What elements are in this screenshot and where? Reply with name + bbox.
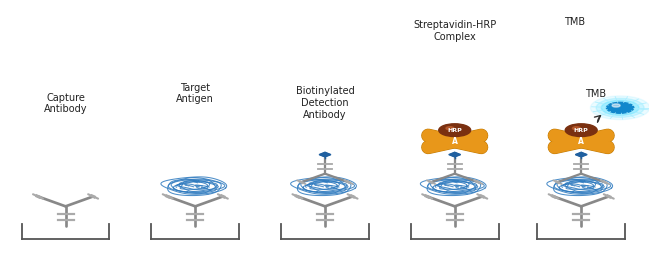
Text: Biotinylated
Detection
Antibody: Biotinylated Detection Antibody [296, 87, 354, 120]
Circle shape [439, 124, 471, 136]
Text: HRP: HRP [574, 128, 589, 133]
Circle shape [566, 124, 597, 136]
Circle shape [596, 98, 644, 117]
Circle shape [590, 96, 650, 120]
Text: TMB: TMB [564, 17, 585, 27]
Text: Target
Antigen: Target Antigen [176, 82, 214, 104]
Text: Capture
Antibody: Capture Antibody [44, 93, 87, 114]
Text: A: A [452, 137, 458, 146]
Text: A: A [578, 137, 584, 146]
Circle shape [601, 100, 639, 115]
Circle shape [573, 127, 580, 130]
Circle shape [446, 127, 454, 130]
Polygon shape [319, 152, 331, 157]
Text: Streptavidin-HRP
Complex: Streptavidin-HRP Complex [413, 21, 497, 42]
Polygon shape [449, 152, 461, 157]
Text: TMB: TMB [585, 89, 606, 99]
Text: HRP: HRP [447, 128, 462, 133]
Polygon shape [575, 152, 587, 157]
Circle shape [612, 104, 620, 107]
Circle shape [606, 102, 634, 113]
